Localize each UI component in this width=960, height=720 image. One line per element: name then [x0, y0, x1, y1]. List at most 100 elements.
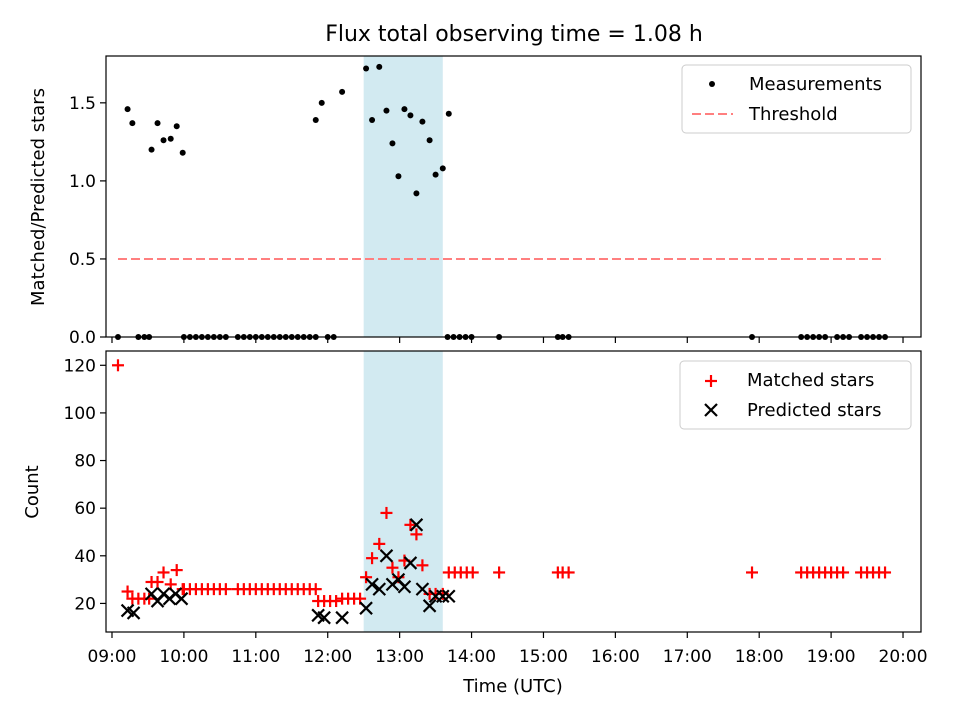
- predicted-star-stroke-b: [144, 587, 159, 601]
- predicted-star-point: [422, 599, 437, 613]
- y-tick-label: 80: [74, 452, 96, 472]
- x-tick-label: 12:00: [303, 647, 352, 667]
- matched-star-point: [309, 583, 322, 596]
- predicted-star-point: [174, 591, 189, 606]
- predicted-star-stroke-b: [403, 556, 418, 570]
- top-y-ticks: 0.0 0.5 1.0 1.5: [69, 94, 106, 348]
- top-y-axis-label: Matched/Predicted stars: [28, 88, 49, 306]
- x-tick-label: 16:00: [591, 647, 640, 667]
- predicted-star-stroke-b: [120, 603, 135, 618]
- measurements-legend-marker: [709, 81, 715, 87]
- matched-star-point: [170, 564, 183, 577]
- measurement-point: [439, 165, 446, 172]
- bottom-y-ticks: 20 40 60 80 100 120: [64, 356, 106, 614]
- predicted-star-stroke-b: [359, 601, 373, 615]
- measurement-point: [407, 112, 414, 119]
- matched-stars-points: [111, 359, 892, 608]
- matched-star-point: [562, 566, 575, 579]
- predicted-star-point: [359, 601, 373, 615]
- predicted-star-point: [409, 518, 424, 532]
- y-tick-label: 1.0: [69, 172, 96, 192]
- y-tick-label: 20: [74, 594, 96, 614]
- predicted-star-point: [379, 549, 394, 563]
- matched-star-point: [746, 566, 759, 579]
- predicted-star-point: [335, 610, 349, 625]
- measurement-point: [167, 135, 174, 142]
- predicted-star-stroke-b: [391, 572, 406, 587]
- top-x-ticks: [111, 337, 904, 343]
- predicted-star-stroke-b: [415, 582, 430, 596]
- matched-star-point: [380, 506, 393, 519]
- top-plot-frame: [105, 55, 922, 338]
- predicted-star-point: [397, 579, 412, 594]
- measurement-point: [339, 88, 346, 95]
- predicted-star-point: [365, 577, 379, 592]
- measurement-point: [401, 106, 408, 113]
- matched-star-point: [111, 359, 124, 372]
- measurement-point: [160, 137, 167, 144]
- matched-star-point: [837, 566, 850, 579]
- bottom-plot-frame: [105, 350, 922, 633]
- x-tick-label: 17:00: [663, 647, 712, 667]
- matched-star-point: [219, 583, 232, 596]
- matched-star-point: [386, 561, 399, 574]
- y-tick-label: 60: [74, 499, 96, 519]
- measurement-point: [419, 118, 426, 125]
- measurement-point: [312, 117, 319, 124]
- matched-star-point: [121, 585, 134, 598]
- x-axis-label: Time (UTC): [462, 676, 563, 697]
- predicted-star-stroke-b: [126, 606, 141, 620]
- bottom-legend: Matched stars Predicted stars: [679, 360, 912, 430]
- y-tick-label: 40: [74, 547, 96, 567]
- x-tick-label: 19:00: [807, 647, 856, 667]
- predicted-star-point: [415, 582, 430, 596]
- measurement-point: [383, 107, 390, 114]
- predicted-star-stroke-b: [372, 582, 387, 596]
- predicted-star-point: [436, 589, 450, 604]
- y-tick-label: 1.5: [69, 94, 96, 114]
- matched-stars-legend-label: Matched stars: [747, 370, 874, 391]
- y-tick-label: 0.5: [69, 250, 96, 270]
- predicted-star-point: [126, 606, 141, 620]
- x-tick-label: 13:00: [375, 647, 424, 667]
- measurement-point: [395, 173, 402, 180]
- matched-star-point: [151, 575, 164, 588]
- y-tick-label: 120: [64, 356, 96, 376]
- x-tick-label: 15:00: [519, 647, 568, 667]
- top-legend: Measurements Threshold: [681, 64, 912, 134]
- predicted-star-stroke-b: [436, 589, 450, 604]
- matched-star-point: [330, 595, 343, 608]
- matched-star-point: [493, 566, 506, 579]
- predicted-star-stroke-b: [409, 518, 424, 532]
- predicted-star-stroke-b: [365, 577, 379, 592]
- matched-star-point: [360, 571, 373, 584]
- matched-star-point: [404, 518, 417, 531]
- matched-star-point: [466, 566, 479, 579]
- measurement-point: [432, 171, 439, 178]
- chart-title: Flux total observing time = 1.08 h: [325, 22, 703, 47]
- predicted-stars-legend-marker: [704, 403, 718, 417]
- measurement-point: [389, 140, 396, 147]
- measurement-point: [173, 123, 180, 130]
- measurement-point: [445, 110, 452, 117]
- matched-star-point: [879, 566, 892, 579]
- predicted-star-stroke-b: [174, 591, 189, 606]
- x-tick-label: 09:00: [87, 647, 136, 667]
- matched-star-point: [410, 528, 423, 541]
- predicted-star-point: [403, 556, 418, 570]
- matched-star-point: [373, 537, 386, 550]
- measurement-point: [426, 137, 433, 144]
- matched-star-point: [157, 566, 170, 579]
- measurements-legend-label: Measurements: [749, 74, 882, 95]
- predicted-star-point: [372, 582, 387, 596]
- matched-stars-legend-marker: [705, 375, 717, 387]
- measurement-point: [413, 190, 420, 197]
- x-tick-label: 20:00: [879, 647, 928, 667]
- threshold-legend-label: Threshold: [748, 104, 838, 125]
- bottom-y-axis-label: Count: [22, 465, 43, 518]
- matched-star-point: [366, 552, 379, 565]
- predicted-star-point: [442, 589, 456, 604]
- top-legend-box: [681, 64, 912, 134]
- measurement-point: [376, 63, 383, 70]
